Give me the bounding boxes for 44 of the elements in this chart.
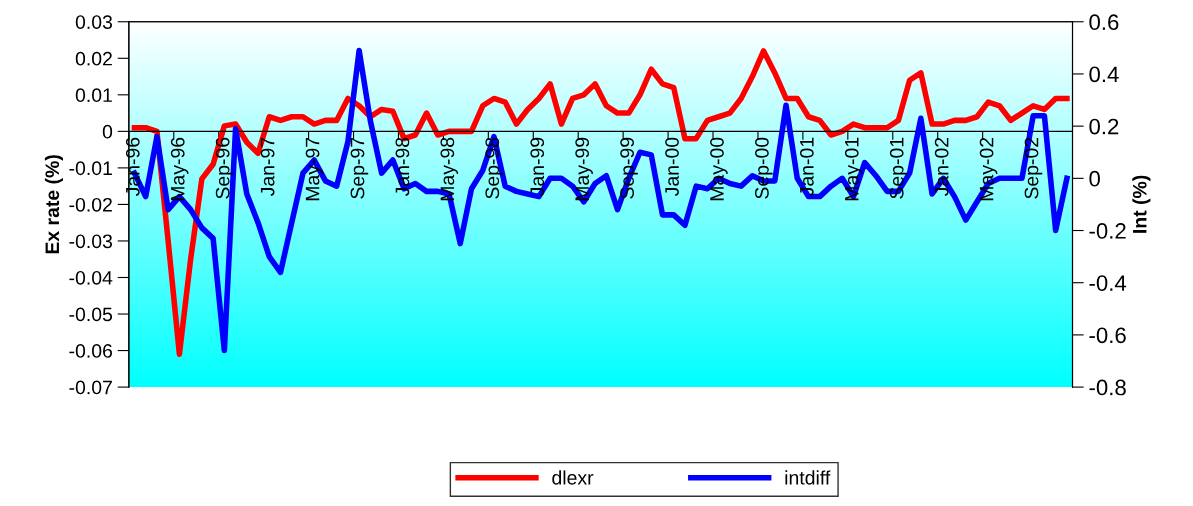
- x-tick-label: May-97: [305, 137, 324, 201]
- x-tick-label: Sep-01: [889, 137, 908, 199]
- x-tick-label: Jan-00: [665, 137, 679, 197]
- x-tick-label: Jan-99: [530, 137, 545, 197]
- y-tick-label: -0.03: [69, 234, 113, 249]
- x-tick-label: Jan-96: [125, 137, 140, 197]
- y-tick-label: -0.06: [69, 344, 113, 358]
- y2-tick-label: 0.2: [1089, 118, 1119, 135]
- x-tick-label: Sep-98: [485, 137, 504, 199]
- y-tick-label: 0.03: [75, 15, 113, 29]
- x-tick-label: Jan-01: [799, 137, 814, 197]
- x-tick-label: Sep-02: [1024, 137, 1043, 199]
- y-tick-label: -0.07: [69, 380, 112, 395]
- y2-tick-label: -0.6: [1089, 327, 1126, 344]
- y-tick-label: -0.04: [69, 270, 113, 285]
- y2-axis-title: Int (%): [1132, 175, 1151, 233]
- y2-tick-label: 0: [1089, 170, 1100, 187]
- x-tick-label: May-02: [979, 137, 998, 201]
- y2-tick-label: 0.6: [1089, 14, 1119, 31]
- y2-tick-label: -0.8: [1089, 379, 1126, 396]
- x-tick-label: Sep-99: [620, 137, 638, 199]
- x-tick-label: May-00: [710, 137, 728, 201]
- y-tick-label: 0.02: [75, 51, 112, 66]
- x-tick-label: Jan-02: [934, 137, 949, 197]
- y-tick-label: -0.02: [69, 197, 112, 212]
- y2-tick-label: 0.4: [1089, 66, 1119, 83]
- y2-tick-label: -0.2: [1089, 223, 1126, 239]
- x-tick-label: May-01: [844, 137, 863, 201]
- x-tick-label: Sep-00: [755, 137, 773, 199]
- x-tick-label: Jan-97: [260, 137, 275, 197]
- legend-label: dlexr: [552, 470, 594, 485]
- x-tick-label: Sep-96: [215, 137, 234, 199]
- x-tick-label: May-96: [170, 137, 189, 201]
- y-tick-label: -0.05: [69, 307, 113, 322]
- x-tick-label: May-98: [440, 137, 459, 201]
- x-tick-label: Jan-98: [395, 137, 410, 197]
- legend-label: intdiff: [785, 470, 831, 485]
- x-tick-label: Sep-97: [350, 137, 369, 199]
- y-tick-label: 0: [102, 124, 113, 139]
- y-tick-label: -0.01: [69, 161, 112, 176]
- y-axis-title: Ex rate (%): [44, 155, 63, 254]
- y2-tick-label: -0.4: [1089, 275, 1127, 291]
- y-tick-label: 0.01: [75, 88, 112, 103]
- x-tick-label: May-99: [575, 137, 593, 201]
